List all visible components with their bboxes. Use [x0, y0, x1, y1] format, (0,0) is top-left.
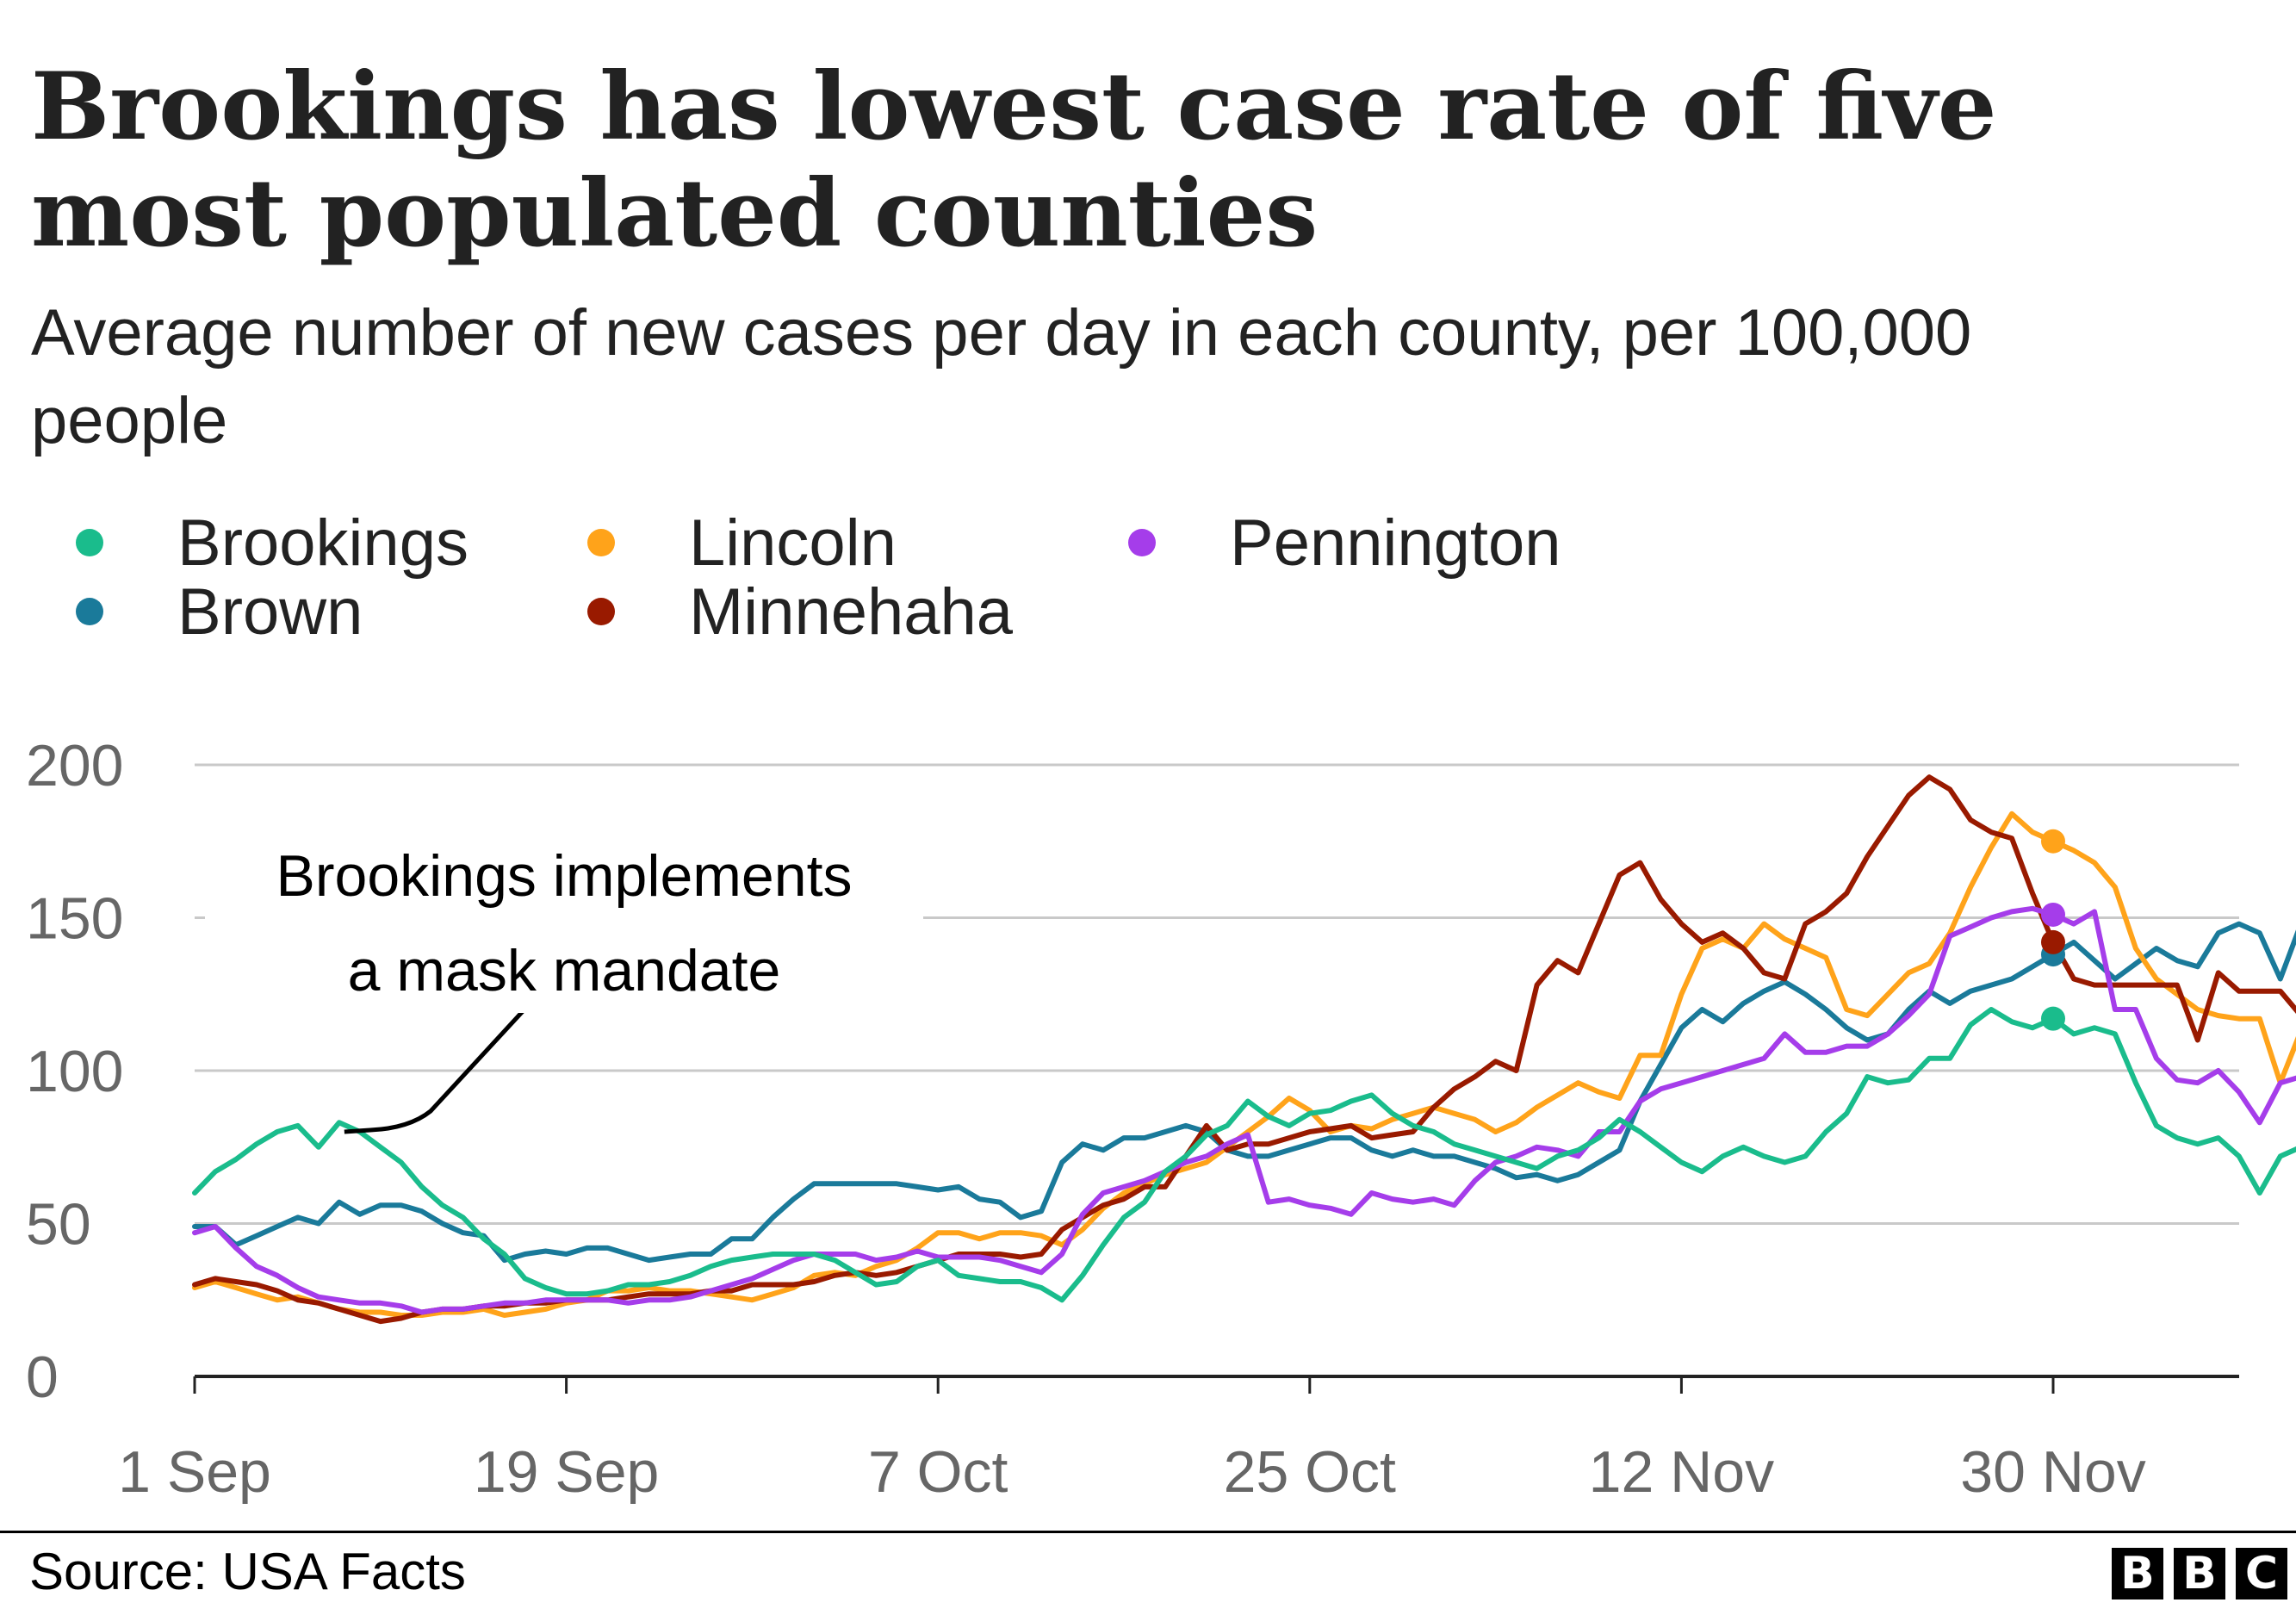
legend-label: Pennington: [1230, 506, 1561, 580]
footer-divider: [0, 1531, 2296, 1533]
legend-dot-brookings: [76, 529, 103, 556]
end-point-brookings: [2041, 1006, 2065, 1031]
x-tick-label: 12 Nov: [1589, 1439, 1774, 1505]
bbc-logo: B B C: [2112, 1548, 2287, 1599]
annotation-background: [205, 835, 923, 922]
annotation-background: [303, 930, 825, 1013]
legend-label: Minnehaha: [689, 575, 1014, 649]
x-tick-label: 30 Nov: [1960, 1439, 2145, 1505]
legend-dot-pennington: [1128, 529, 1156, 556]
annotation-leader-line: [344, 997, 536, 1134]
y-tick-label: 100: [26, 1039, 123, 1104]
chart-title: Brookings has lowest case rate of five m…: [31, 53, 1997, 268]
end-point-lincoln: [2041, 829, 2065, 854]
legend-item-lincoln: Lincoln: [587, 506, 897, 580]
legend-label: Brookings: [177, 506, 469, 580]
y-tick-label: 50: [26, 1192, 91, 1258]
series-line-brookings: [192, 1007, 2296, 1303]
legend-dot-brown: [76, 598, 103, 625]
bbc-logo-letter: C: [2236, 1548, 2287, 1599]
bbc-logo-letter: B: [2112, 1548, 2163, 1599]
x-tick-label: 7 Oct: [868, 1439, 1008, 1505]
bbc-logo-letter: B: [2174, 1548, 2225, 1599]
series-line-pennington: [192, 905, 2296, 1315]
y-tick-label: 0: [26, 1345, 59, 1410]
x-tick-label: 19 Sep: [474, 1439, 660, 1505]
legend-label: Lincoln: [689, 506, 897, 580]
series-line-minnehaha: [192, 774, 2296, 1325]
y-tick-label: 200: [26, 733, 123, 798]
chart-subtitle: Average number of new cases per day in e…: [31, 296, 1972, 457]
legend-label: Brown: [177, 575, 363, 649]
source-note: Source: USA Facts: [29, 1543, 466, 1600]
annotation-text-line-2: a mask mandate: [348, 938, 781, 1003]
end-point-minnehaha: [2041, 929, 2065, 954]
annotation-text-line-1: Brookings implements: [276, 843, 853, 909]
y-tick-label: 150: [26, 886, 123, 952]
legend-item-minnehaha: Minnehaha: [587, 575, 1014, 649]
series-line-brown: [192, 921, 2296, 1264]
end-point-pennington: [2041, 902, 2065, 927]
x-tick-label: 1 Sep: [118, 1439, 271, 1505]
legend-dot-minnehaha: [587, 598, 615, 625]
legend-item-brookings: Brookings: [76, 506, 469, 580]
x-tick-label: 25 Oct: [1224, 1439, 1396, 1505]
legend-item-brown: Brown: [76, 575, 363, 649]
legend-dot-lincoln: [587, 529, 615, 556]
legend-item-pennington: Pennington: [1128, 506, 1561, 580]
